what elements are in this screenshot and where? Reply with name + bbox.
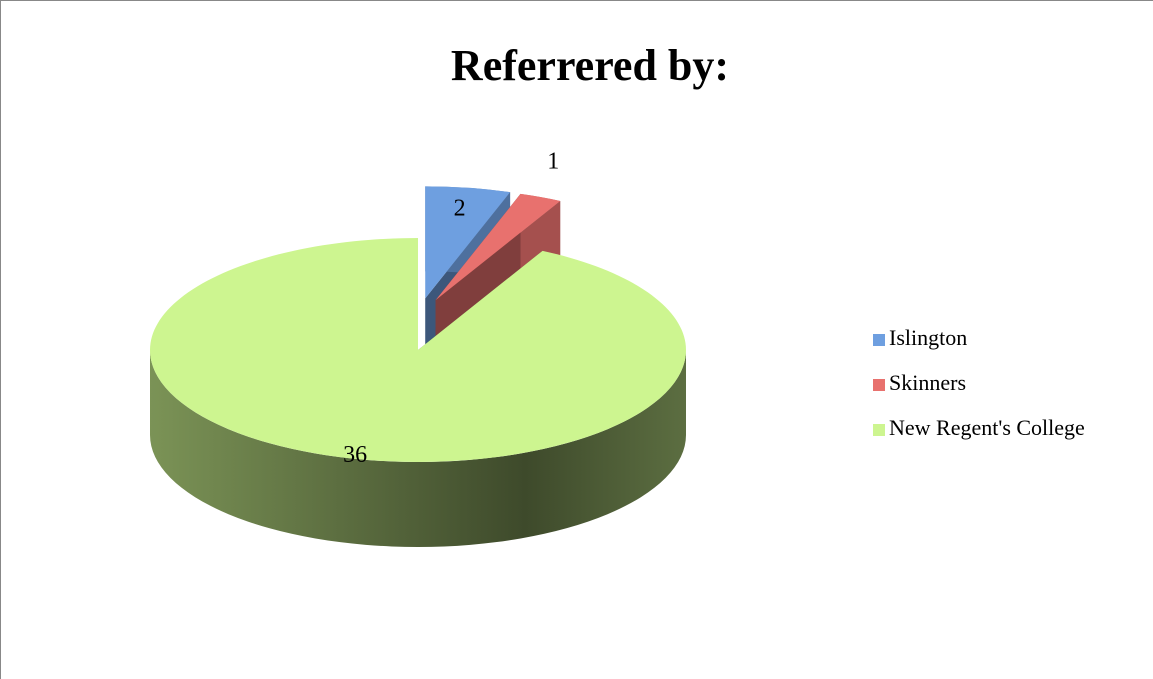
pie-slice [150,238,687,462]
data-label: 36 [343,442,367,468]
legend-label: Islington [889,325,967,350]
data-label: 1 [547,148,559,174]
legend-label: Skinners [889,370,966,395]
legend-swatch [873,424,885,436]
pie-slice-side [150,350,686,547]
pie-slice [425,186,511,299]
data-label: 2 [454,195,466,221]
pie-slice [435,193,561,301]
legend-swatch [873,379,885,391]
legend-label: New Regent's College [889,415,1085,440]
legend-swatch [873,334,885,346]
chart-title: Referrered by: [451,41,729,90]
